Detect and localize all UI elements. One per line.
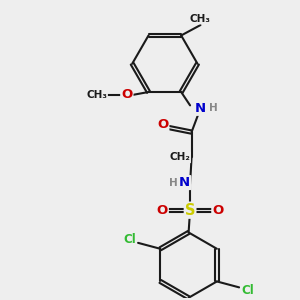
Text: CH₃: CH₃: [86, 90, 107, 100]
Text: O: O: [121, 88, 133, 101]
Text: N: N: [179, 176, 190, 189]
Text: O: O: [212, 204, 224, 217]
Text: Cl: Cl: [241, 284, 254, 297]
Text: Cl: Cl: [123, 233, 136, 246]
Text: S: S: [185, 203, 195, 218]
Text: H: H: [169, 178, 178, 188]
Text: O: O: [157, 204, 168, 217]
Text: CH₃: CH₃: [190, 14, 211, 23]
Text: N: N: [195, 102, 206, 115]
Text: O: O: [157, 118, 168, 130]
Text: H: H: [209, 103, 218, 113]
Text: CH₂: CH₂: [169, 152, 190, 162]
